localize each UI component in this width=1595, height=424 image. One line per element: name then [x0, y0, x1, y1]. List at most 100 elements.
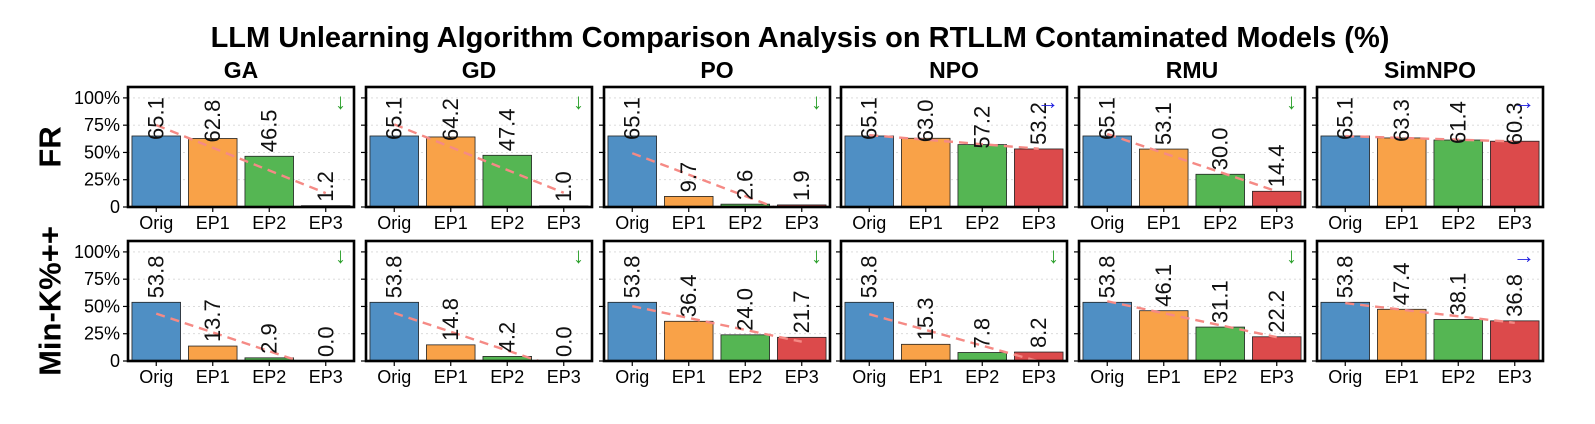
x-tick-label-ep2: EP2 [1203, 367, 1237, 387]
bar-ep2 [1195, 173, 1245, 208]
bar-ep1 [664, 196, 714, 208]
panel-min-k-rmu: 53.8 46.1 31.1 22.2 ↓ Orig EP1 EP2 EP3 [1074, 239, 1307, 387]
bar-ep1 [1377, 308, 1427, 362]
value-label: 53.8 [857, 255, 882, 298]
value-label: 65.1 [857, 97, 882, 140]
value-label: 64.2 [438, 98, 463, 141]
y-tick-label: 100% [74, 242, 120, 262]
row-label-min-k: Min-K%++ [33, 226, 68, 376]
x-tick-label-orig: Orig [852, 213, 886, 233]
x-tick-label-ep2: EP2 [1441, 367, 1475, 387]
bar-orig [1320, 135, 1370, 208]
x-tick-label-ep2: EP2 [252, 367, 286, 387]
column-title-po: PO [700, 57, 733, 83]
x-tick-label-orig: Orig [139, 367, 173, 387]
column-title-rmu: RMU [1166, 57, 1218, 83]
value-label: 57.2 [970, 106, 995, 149]
x-tick-label-ep3: EP3 [309, 367, 343, 387]
x-tick-label-ep1: EP1 [909, 213, 943, 233]
bar-ep3 [1490, 320, 1540, 362]
bar-ep3 [1014, 148, 1064, 208]
bar-orig [1320, 301, 1370, 362]
chart-title: LLM Unlearning Algorithm Comparison Anal… [211, 22, 1390, 54]
bar-orig [369, 135, 419, 208]
value-label: 46.1 [1151, 264, 1176, 307]
trend-line [1107, 300, 1277, 339]
x-tick-label-ep3: EP3 [785, 367, 819, 387]
trend-arrow-down-icon: ↓ [811, 89, 822, 114]
panel-frame [126, 239, 356, 363]
panel-fr-po: 65.1 9.7 2.6 1.9 ↓ Orig EP1 EP2 EP3 [599, 85, 832, 233]
value-label: 1.9 [789, 170, 814, 201]
x-tick-label-ep1: EP1 [196, 213, 230, 233]
x-tick-label-ep3: EP3 [785, 213, 819, 233]
bar-ep1 [901, 137, 951, 208]
value-label: 0.0 [313, 326, 338, 357]
bar-ep1 [664, 320, 714, 362]
x-tick-label-orig: Orig [377, 213, 411, 233]
value-label: 62.8 [200, 100, 225, 143]
x-tick-label-ep3: EP3 [1022, 367, 1056, 387]
y-tick-label: 50% [84, 296, 120, 316]
panel-min-k-po: 53.8 36.4 24.0 21.7 ↓ Orig EP1 EP2 EP3 [599, 239, 832, 387]
value-label: 1.0 [551, 171, 576, 202]
x-tick-label-ep2: EP2 [965, 367, 999, 387]
panel-fr-npo: 65.1 63.0 57.2 53.2→ Orig EP1 EP2 EP3 [836, 85, 1069, 233]
x-tick-label-orig: Orig [139, 213, 173, 233]
panel-frame [364, 239, 594, 363]
value-label: 65.1 [144, 97, 169, 140]
x-tick-label-orig: Orig [615, 367, 649, 387]
bar-ep3 [1490, 140, 1540, 208]
bar-ep2 [957, 144, 1007, 208]
value-label: 53.1 [1151, 102, 1176, 145]
value-label: 21.7 [789, 290, 814, 333]
value-label: 46.5 [257, 109, 282, 152]
x-tick-label-ep3: EP3 [1022, 213, 1056, 233]
value-label: 14.8 [438, 298, 463, 341]
trend-line [868, 313, 1038, 363]
bar-ep2 [244, 155, 294, 208]
bar-ep1 [426, 136, 476, 208]
x-tick-label-orig: Orig [1328, 213, 1362, 233]
trend-line [631, 152, 775, 209]
x-tick-label-ep2: EP2 [1441, 213, 1475, 233]
value-label: 15.3 [913, 297, 938, 340]
value-label: 65.1 [1333, 97, 1358, 140]
value-label: 63.3 [1389, 99, 1414, 142]
bar-orig [131, 135, 181, 208]
y-tick-label: 75% [84, 115, 120, 135]
bar-orig [844, 301, 894, 362]
x-tick-label-orig: Orig [852, 367, 886, 387]
panel-fr-rmu: 65.1 53.1 30.0 14.4 ↓ Orig EP1 EP2 EP3 [1074, 85, 1307, 233]
y-tick-label: 0 [110, 351, 120, 371]
value-label: 63.0 [913, 99, 938, 142]
x-tick-label-ep1: EP1 [909, 367, 943, 387]
y-tick-label: 0 [110, 197, 120, 217]
x-tick-label-ep3: EP3 [1498, 367, 1532, 387]
panel-frame [126, 85, 356, 209]
panel-frame [839, 239, 1069, 363]
trend-line [155, 123, 327, 195]
x-tick-label-ep1: EP1 [1385, 213, 1419, 233]
column-title-npo: NPO [929, 57, 979, 83]
panel-frame [602, 85, 832, 209]
x-tick-label-ep3: EP3 [1498, 213, 1532, 233]
bar-ep2 [1433, 319, 1483, 362]
value-label: 60.3 [1502, 102, 1527, 145]
x-tick-label-ep2: EP2 [490, 367, 524, 387]
value-label: 14.4 [1264, 144, 1289, 187]
value-label: 8.2 [1026, 317, 1051, 348]
bar-ep1 [1377, 137, 1427, 208]
value-label: 2.6 [733, 170, 758, 201]
x-tick-label-ep1: EP1 [434, 213, 468, 233]
value-label: 4.2 [495, 322, 520, 353]
value-label: 36.4 [676, 274, 701, 317]
bar-ep2 [1433, 139, 1483, 208]
panel-min-k-npo: 53.8 15.3 7.8 8.2 ↓ Orig EP1 EP2 EP3 [836, 239, 1069, 387]
panel-min-k-simnpo: 53.8 47.4 38.1 36.8 → Orig EP1 EP2 EP3 [1312, 239, 1545, 387]
value-label: 0.0 [551, 326, 576, 357]
panel-frame [1315, 239, 1545, 363]
x-tick-label-orig: Orig [1090, 213, 1124, 233]
value-label: 7.8 [970, 318, 995, 349]
